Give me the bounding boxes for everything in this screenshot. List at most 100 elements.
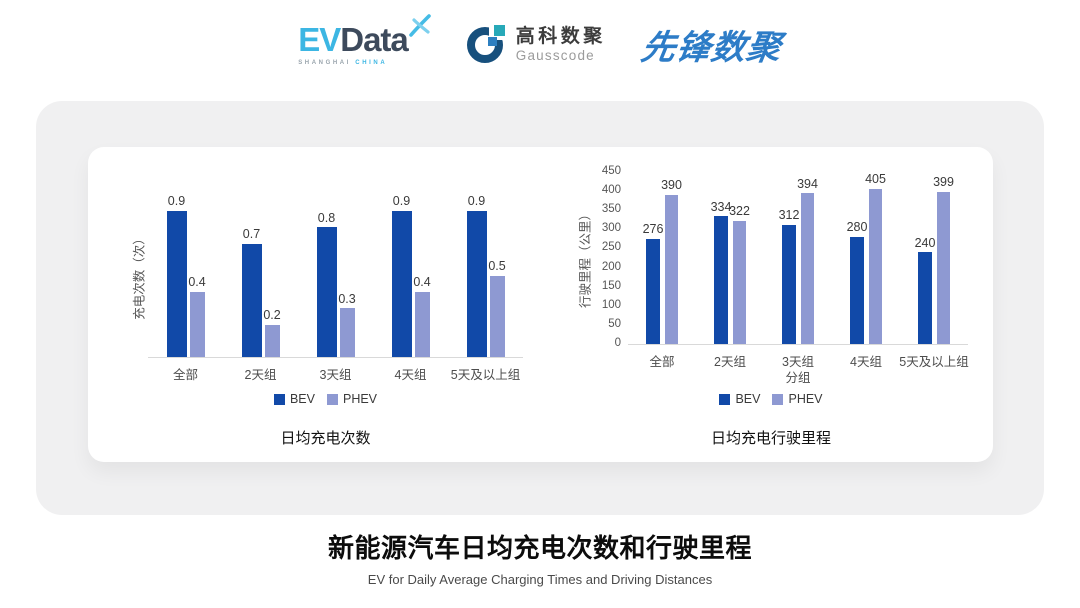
y-axis-label: 行驶里程（公里） <box>574 172 594 344</box>
category-label: 2天组 <box>244 368 277 382</box>
bar-cell-bev: 276 <box>643 172 663 344</box>
legend-swatch-bev <box>273 393 285 405</box>
chart-daily-driving-distance: 行驶里程（公里） 0 50 100 150 200 250 300 350 400 450 276 39… <box>574 165 969 462</box>
bar-cell-bev: 280 <box>847 172 867 344</box>
category-label: 4天组 <box>850 355 882 369</box>
bar-value-label: 0.4 <box>413 275 431 290</box>
chart-title: 日均充电次数 <box>280 430 371 447</box>
charts-panel: 充电次数（次） 0.9 0.4 全部 0.7 0.2 2天组 0.8 0.3 3天组 0.9 0.4 4… <box>36 101 1044 515</box>
gausscode-name-en: Gausscode <box>515 47 595 63</box>
category-label: 2天组 <box>714 355 746 369</box>
y-tick-label: 100 <box>601 298 621 311</box>
bar-value-label: 399 <box>933 174 954 189</box>
legend-item-bev: BEV <box>273 392 315 406</box>
bar-cell-bev: 0.9 <box>391 195 412 357</box>
y-tick-label: 200 <box>601 260 621 273</box>
legend-item-bev: BEV <box>719 392 760 406</box>
bar-cell-bev: 0.9 <box>466 195 487 357</box>
bar-bev <box>850 236 864 344</box>
plot-area: 0.9 0.4 全部 0.7 0.2 2天组 0.8 0.3 3天组 0.9 0.4 4天组 0.9 0.… <box>148 194 523 382</box>
evdata-tagline: SHANGHAI CHINA <box>298 60 408 66</box>
bar-value-label: 0.8 <box>317 210 336 225</box>
bar-phev <box>339 308 355 357</box>
evdata-tagline-shanghai: SHANGHAI <box>298 60 352 66</box>
bar-value-label: 0.3 <box>338 291 356 306</box>
category-label: 全部 <box>649 355 675 369</box>
bar-phev <box>733 220 746 344</box>
y-axis-label: 充电次数（次） <box>128 195 148 357</box>
legend-swatch-phev <box>772 393 784 405</box>
bar-bev <box>391 211 412 357</box>
bar-bev <box>466 211 487 357</box>
bar-group: 280 405 4天组 <box>832 172 900 369</box>
bar-cell-bev: 312 <box>779 172 799 344</box>
category-label: 5天及以上组 <box>450 368 521 382</box>
bar-value-label: 390 <box>661 178 682 193</box>
bar-value-label: 280 <box>846 220 868 235</box>
y-axis-label-text: 行驶里程（公里） <box>578 207 593 309</box>
bar-bev <box>918 252 932 344</box>
category-label: 3天组 <box>782 355 814 369</box>
bar-value-label: 0.7 <box>242 226 261 241</box>
legend-swatch-phev <box>326 393 338 405</box>
bar-value-label: 0.9 <box>167 194 186 209</box>
y-tick-label: 350 <box>601 203 621 216</box>
bar-bev <box>646 238 660 344</box>
x-axis-label: 分组 <box>785 371 811 385</box>
bar-group: 0.9 0.5 5天及以上组 <box>448 195 523 382</box>
chart-title: 日均充电行驶里程 <box>710 430 831 447</box>
bar-cell-phev: 0.4 <box>413 195 431 357</box>
legend: BEV PHEV <box>719 392 823 406</box>
bar-cell-phev: 0.5 <box>488 195 506 357</box>
evdata-tagline-china: CHINA <box>355 60 388 66</box>
bar-bev <box>316 227 337 357</box>
legend-label-bev: BEV <box>289 392 315 406</box>
legend: BEV PHEV <box>273 392 377 406</box>
bar-cell-phev: 405 <box>865 172 886 344</box>
legend-item-phev: PHEV <box>326 392 377 406</box>
bar-value-label: 240 <box>914 235 936 250</box>
bar-value-label: 276 <box>642 221 664 236</box>
footer: 新能源汽车日均充电次数和行驶里程 EV for Daily Average Ch… <box>0 528 1080 587</box>
bar-value-label: 394 <box>797 176 818 191</box>
category-label: 3天组 <box>319 368 352 382</box>
y-tick-label: 300 <box>601 222 621 235</box>
bar-cell-phev: 0.4 <box>188 195 206 357</box>
bar-group: 312 394 3天组 <box>764 172 832 369</box>
gausscode-logo: 高科数聚 Gausscode <box>464 23 606 66</box>
plot-area: 276 390 全部 334 322 2天组 312 394 3天组 280 405 4天组 240 39… <box>628 172 969 369</box>
bar-cell-bev: 240 <box>915 172 935 344</box>
bar-cell-phev: 390 <box>661 172 682 344</box>
evdata-logo: EVData SHANGHAI CHINA <box>298 14 431 66</box>
y-tick-label: 150 <box>601 279 621 292</box>
gausscode-mark-icon <box>464 23 506 66</box>
legend-item-phev: PHEV <box>772 392 823 406</box>
bar-phev <box>665 194 678 344</box>
bar-cell-bev: 0.8 <box>316 195 337 357</box>
bar-bev <box>714 216 728 344</box>
bar-group: 0.7 0.2 2天组 <box>223 195 298 382</box>
legend-swatch-bev <box>719 393 731 405</box>
bar-phev <box>489 276 505 357</box>
bar-phev <box>414 292 430 357</box>
bar-group: 240 399 5天及以上组 <box>899 172 968 369</box>
y-tick-label: 400 <box>601 184 621 197</box>
bar-group: 276 390 全部 <box>628 172 696 369</box>
bar-cell-phev: 322 <box>729 172 750 344</box>
bar-bev <box>782 224 796 344</box>
evdata-ev-text: EV <box>298 21 341 58</box>
y-tick-label: 0 <box>614 337 621 349</box>
bar-cell-phev: 399 <box>933 172 954 344</box>
y-tick-label: 450 <box>601 165 621 177</box>
evdata-data-text: Data <box>340 21 409 58</box>
evdata-sparkle-icon <box>408 14 431 37</box>
y-axis-label-text: 充电次数（次） <box>132 232 147 320</box>
bar-value-label: 322 <box>729 204 750 219</box>
gausscode-name-cn: 高科数聚 <box>515 26 606 48</box>
charts-card: 充电次数（次） 0.9 0.4 全部 0.7 0.2 2天组 0.8 0.3 3天组 0.9 0.4 4… <box>88 147 993 462</box>
bar-group: 334 322 2天组 <box>696 172 764 369</box>
bar-cell-phev: 394 <box>797 172 818 344</box>
bar-bev <box>241 243 262 357</box>
evdata-wordmark: EVData <box>298 21 409 58</box>
bar-value-label: 0.2 <box>263 307 281 322</box>
